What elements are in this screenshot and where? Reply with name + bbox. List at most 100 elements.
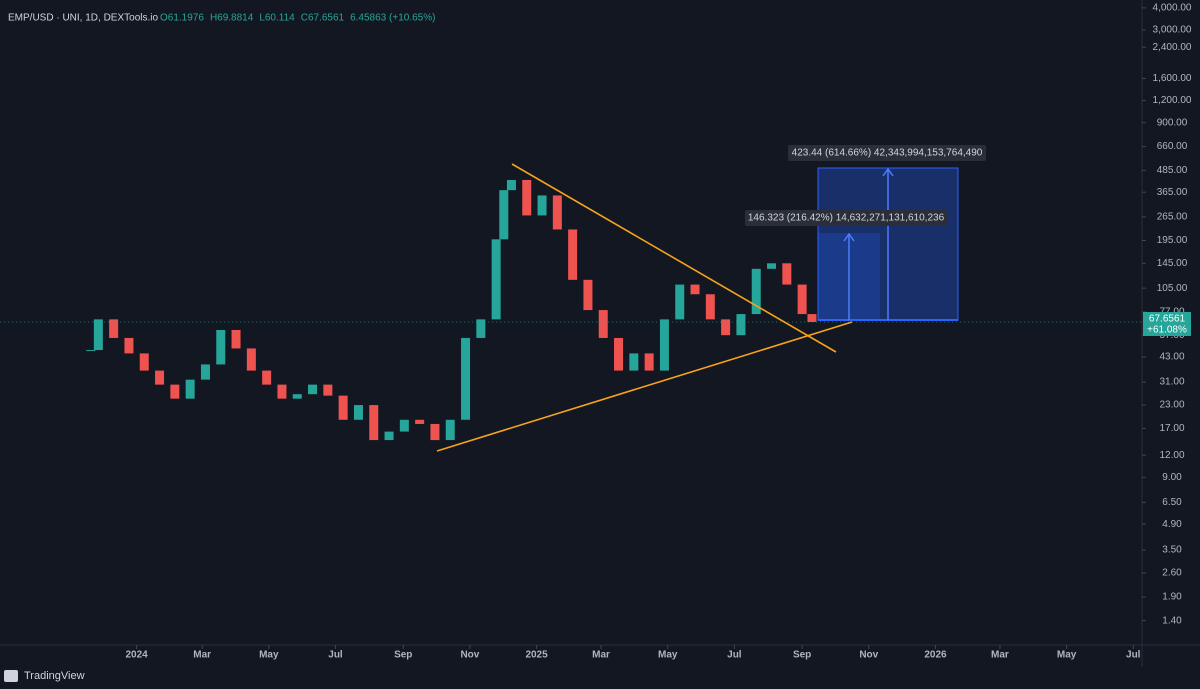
candle — [598, 310, 608, 338]
x-tick-label: Mar — [193, 650, 211, 661]
x-tick-label: 2024 — [125, 650, 148, 661]
candle — [369, 405, 379, 441]
y-tick-label: 105.00 — [1157, 283, 1188, 294]
candle — [736, 314, 746, 336]
candle — [751, 268, 761, 315]
candle — [461, 337, 471, 420]
candle — [124, 337, 134, 354]
x-tick-label: May — [1057, 650, 1077, 661]
candle — [384, 431, 394, 441]
x-tick-label: Jul — [727, 650, 742, 661]
candle — [430, 423, 440, 441]
candle — [552, 195, 562, 230]
x-tick-label: Mar — [592, 650, 610, 661]
x-tick-label: Jul — [1126, 650, 1141, 661]
x-tick-label: May — [658, 650, 678, 661]
candle — [491, 239, 501, 320]
measure-label: 423.44 (614.66%) 42,343,994,153,764,490 — [792, 148, 983, 159]
candle — [353, 405, 363, 420]
legend-ohlc-item: H69.8814 — [210, 13, 254, 24]
y-tick-label: 1.40 — [1162, 615, 1182, 626]
candle — [185, 379, 195, 399]
candle — [231, 329, 241, 349]
y-tick-label: 17.00 — [1159, 423, 1184, 434]
y-tick-label: 31.00 — [1159, 377, 1184, 388]
y-tick-label: 2.60 — [1162, 568, 1182, 579]
candle — [308, 384, 318, 395]
candle — [506, 179, 516, 191]
plot — [0, 179, 1142, 441]
y-tick-label: 365.00 — [1157, 187, 1188, 198]
measure-arrow-head — [882, 167, 894, 177]
x-tick-label: Nov — [859, 650, 878, 661]
candle — [86, 350, 96, 352]
candle — [499, 190, 509, 240]
measure-label-box — [788, 145, 986, 161]
candle — [797, 284, 807, 315]
brand: TradingView — [24, 670, 85, 682]
measure-label-box — [745, 210, 947, 226]
candle — [292, 394, 302, 399]
candle — [522, 179, 532, 216]
candle — [629, 353, 639, 371]
candle — [200, 364, 210, 380]
candle — [277, 384, 287, 399]
y-tick-label: 4.90 — [1162, 519, 1182, 530]
y-tick-label: 6.50 — [1162, 497, 1182, 508]
legend-ohlc-item: L60.114 — [259, 13, 295, 24]
y-tick-label: 1.90 — [1162, 592, 1182, 603]
candle — [109, 319, 119, 338]
y-tick-label: 3.50 — [1162, 545, 1182, 556]
candle — [537, 195, 547, 216]
candle — [246, 348, 256, 371]
measure-label: 146.323 (216.42%) 14,632,271,131,610,236 — [748, 213, 945, 224]
candle — [644, 353, 654, 371]
legend-ohlc-item: C67.6561 — [301, 13, 345, 24]
x-tick-label: Mar — [991, 650, 1009, 661]
candle — [170, 384, 180, 399]
candle — [415, 419, 425, 424]
candle — [807, 314, 817, 322]
candle — [782, 263, 792, 285]
x-tick-label: Jul — [328, 650, 343, 661]
y-tick-label: 23.00 — [1159, 400, 1184, 411]
candle — [399, 419, 409, 432]
candle — [614, 337, 624, 371]
candle — [568, 229, 578, 280]
legend-ohlc: O61.1976 H69.8814 L60.114 C67.6561 6.45863 (… — [160, 13, 435, 24]
x-tick-label: May — [259, 650, 279, 661]
candle — [705, 294, 715, 320]
y-tick-label: 3,000.00 — [1153, 25, 1192, 36]
trendline — [436, 321, 853, 452]
y-tick-label: 660.00 — [1157, 141, 1188, 152]
candle — [659, 319, 669, 371]
candle — [155, 370, 165, 385]
measure-arrow-head — [843, 232, 855, 242]
candle — [445, 419, 455, 441]
candle — [721, 319, 731, 336]
candle — [216, 329, 226, 365]
y-tick-label: 4,000.00 — [1153, 3, 1192, 14]
candle — [675, 284, 685, 320]
x-tick-label: Sep — [793, 650, 811, 661]
last-price-label: 67.6561 — [1149, 314, 1186, 325]
y-tick-label: 9.00 — [1162, 472, 1182, 483]
brand-logo — [4, 670, 18, 682]
y-tick-label: 12.00 — [1159, 450, 1184, 461]
last-price-change: +61.08% — [1147, 325, 1187, 336]
x-tick-label: 2026 — [924, 650, 947, 661]
y-tick-label: 43.00 — [1159, 352, 1184, 363]
candle — [262, 370, 272, 385]
y-tick-label: 145.00 — [1157, 258, 1188, 269]
candle — [690, 284, 700, 295]
candle — [93, 319, 103, 351]
candle — [583, 279, 593, 311]
y-tick-label: 2,400.00 — [1153, 42, 1192, 53]
candle — [323, 384, 333, 396]
legend-ohlc-item: 6.45863 (+10.65%) — [350, 13, 435, 24]
x-tick-label: 2025 — [525, 650, 548, 661]
y-tick-label: 265.00 — [1157, 212, 1188, 223]
y-tick-label: 485.00 — [1157, 165, 1188, 176]
